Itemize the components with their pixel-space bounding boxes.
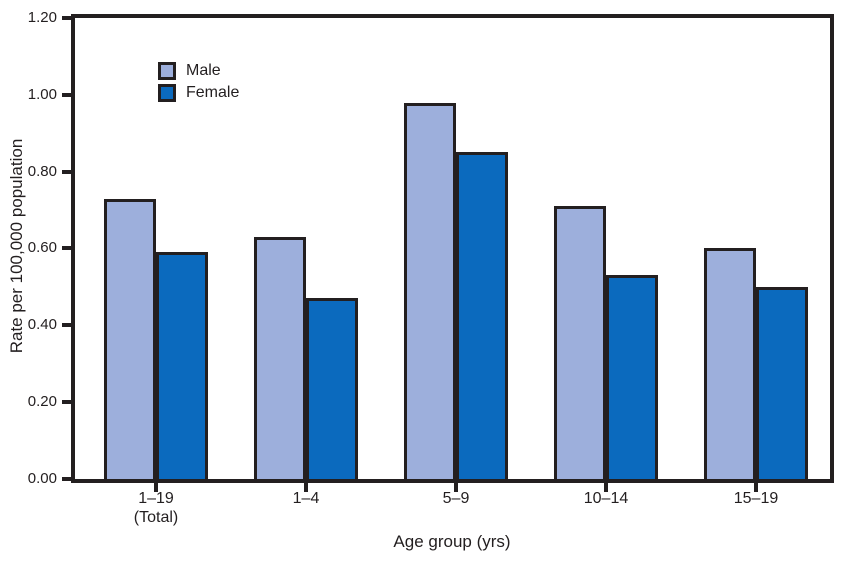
x-tick: [754, 483, 758, 492]
y-tick-label: 0.00: [27, 470, 57, 487]
female-series-swatch-icon: [158, 83, 176, 102]
x-category-label-line1: 15–19: [733, 490, 779, 507]
x-category-label-line2: (Total): [133, 509, 179, 526]
x-tick: [454, 483, 458, 492]
x-category-label-line1: 1–19: [138, 490, 174, 507]
bar-male-1-4: [254, 237, 306, 479]
bar-female-10-14: [606, 275, 658, 479]
bar-female-15-19: [756, 287, 808, 479]
x-axis-title: Age group (yrs): [393, 532, 511, 551]
male-series-swatch-icon: [158, 61, 176, 80]
x-tick: [154, 483, 158, 492]
x-category-label-line1: 1–4: [292, 490, 320, 507]
legend-label-female: Female: [186, 84, 240, 101]
legend-label-male: Male: [186, 62, 221, 79]
x-category-label-line1: 5–9: [442, 490, 470, 507]
y-tick: [62, 477, 71, 481]
x-category-label-line1: 10–14: [583, 490, 629, 507]
bar-female-5-9: [456, 152, 508, 479]
y-tick-label: 1.20: [27, 9, 57, 26]
x-tick: [604, 483, 608, 492]
bar-female-1-4: [306, 298, 358, 479]
legend-item-female: Female: [158, 83, 239, 102]
y-tick: [62, 16, 71, 20]
x-category-label: 1–19 (Total): [81, 489, 231, 527]
x-category-label: 10–14: [531, 489, 681, 508]
y-tick-label: 0.40: [27, 316, 57, 333]
x-category-label: 15–19: [681, 489, 831, 508]
y-tick-label: 0.60: [27, 239, 57, 256]
legend: Male Female: [158, 61, 239, 105]
bar-male-1-19-total: [104, 199, 156, 479]
bar-male-5-9: [404, 103, 456, 479]
y-tick: [62, 323, 71, 327]
bar-male-15-19: [704, 248, 756, 479]
y-tick-label: 1.00: [27, 86, 57, 103]
y-tick: [62, 400, 71, 404]
bar-female-1-19-total: [156, 252, 208, 479]
y-tick-label: 0.20: [27, 393, 57, 410]
y-tick: [62, 93, 71, 97]
y-tick: [62, 170, 71, 174]
y-tick: [62, 246, 71, 250]
legend-item-male: Male: [158, 61, 239, 80]
x-category-label: 1–4: [231, 489, 381, 508]
y-tick-label: 0.80: [27, 163, 57, 180]
x-tick: [304, 483, 308, 492]
x-category-label: 5–9: [381, 489, 531, 508]
bar-male-10-14: [554, 206, 606, 479]
